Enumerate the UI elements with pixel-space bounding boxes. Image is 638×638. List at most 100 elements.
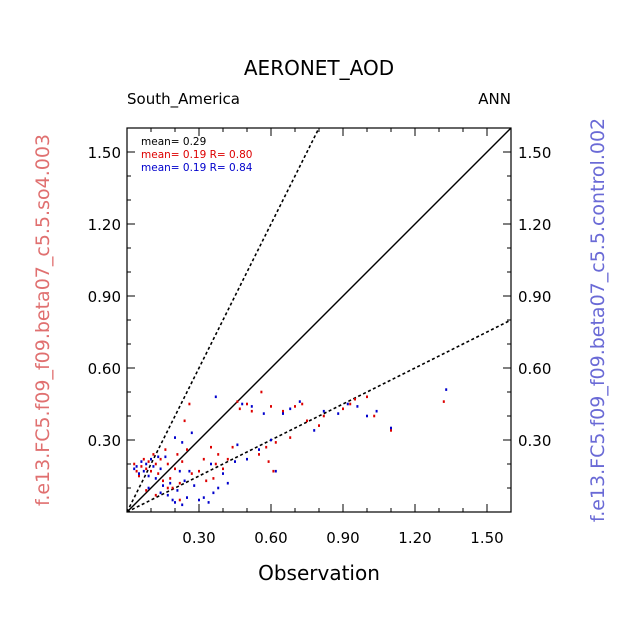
- data-point: [274, 441, 277, 444]
- data-point: [164, 455, 167, 459]
- data-point: [212, 477, 215, 480]
- data-point: [217, 486, 220, 490]
- reference-line-slope-0.5: [127, 319, 511, 512]
- data-point: [193, 484, 196, 487]
- data-point: [152, 453, 155, 456]
- data-point: [174, 501, 176, 504]
- y-tick-label-left: 1.50: [88, 144, 121, 162]
- data-point: [373, 414, 376, 418]
- data-point: [246, 457, 248, 461]
- data-point: [145, 489, 148, 492]
- data-point: [375, 409, 378, 413]
- x-tick-label: 1.50: [470, 529, 503, 547]
- data-point: [133, 467, 136, 471]
- data-point: [157, 455, 160, 459]
- data-point: [198, 469, 200, 473]
- chart-title: AERONET_AOD: [244, 56, 394, 80]
- data-point: [154, 493, 157, 497]
- data-point: [166, 493, 169, 497]
- data-point: [159, 457, 162, 461]
- data-point: [342, 407, 344, 411]
- data-point: [178, 469, 181, 473]
- data-point: [157, 472, 160, 475]
- data-point: [390, 429, 392, 432]
- data-point: [390, 426, 392, 430]
- data-point: [162, 479, 164, 483]
- data-point: [171, 498, 174, 502]
- data-point: [210, 445, 212, 449]
- x-tick-label: 0.30: [182, 529, 215, 547]
- data-point: [226, 481, 229, 485]
- data-point: [226, 457, 229, 461]
- data-point: [162, 484, 164, 487]
- data-point: [147, 460, 150, 463]
- season-subtitle: ANN: [478, 90, 511, 108]
- data-point: [337, 412, 340, 415]
- data-point: [164, 448, 167, 451]
- data-point: [270, 405, 272, 408]
- data-point: [178, 498, 181, 502]
- data-point: [183, 419, 186, 423]
- data-point: [241, 402, 244, 406]
- data-point: [166, 486, 169, 490]
- data-point: [190, 431, 193, 435]
- data-point: [202, 496, 205, 499]
- data-point: [246, 402, 248, 406]
- data-point: [445, 388, 448, 391]
- data-point: [258, 453, 260, 456]
- data-point: [186, 496, 188, 499]
- y-tick-label-right: 1.50: [518, 144, 551, 162]
- data-point: [202, 457, 205, 461]
- data-point: [238, 407, 241, 411]
- data-point: [442, 400, 445, 403]
- data-point: [150, 469, 152, 473]
- data-point: [152, 465, 155, 468]
- data-point: [138, 474, 140, 478]
- data-point: [346, 402, 349, 406]
- data-point: [306, 419, 308, 423]
- data-point: [207, 501, 210, 504]
- data-point: [186, 448, 188, 451]
- data-point: [214, 395, 217, 399]
- right-y-axis-label: f.e13.FC5.f09_f09.beta07_c5.5.control.00…: [587, 118, 609, 522]
- data-point: [150, 457, 152, 461]
- data-point: [258, 448, 260, 451]
- data-point: [178, 481, 181, 485]
- data-point: [147, 486, 150, 490]
- reference-line-slope-2: [127, 128, 320, 512]
- data-point: [210, 462, 212, 466]
- data-point: [176, 489, 179, 492]
- data-point: [250, 409, 253, 413]
- data-point: [313, 429, 316, 432]
- data-point: [181, 460, 184, 463]
- data-point: [171, 486, 174, 490]
- data-point: [176, 453, 179, 456]
- data-point: [138, 472, 140, 475]
- y-tick-label-left: 0.60: [88, 360, 121, 378]
- data-point: [262, 412, 265, 415]
- x-tick-label: 1.20: [398, 529, 431, 547]
- data-point: [289, 436, 292, 439]
- data-point: [265, 445, 268, 449]
- reference-line-one-to-one: [127, 128, 511, 512]
- data-point: [174, 467, 176, 471]
- data-point: [159, 491, 162, 495]
- y-tick-label-right: 0.90: [518, 288, 551, 306]
- data-point: [260, 390, 263, 394]
- data-point: [294, 405, 296, 408]
- data-point: [236, 400, 239, 403]
- data-point: [354, 397, 356, 401]
- data-point: [366, 395, 368, 399]
- stats-line: mean= 0.19 R= 0.84: [141, 162, 253, 174]
- data-point: [298, 400, 301, 403]
- data-point: [231, 445, 234, 449]
- data-point: [272, 469, 275, 473]
- data-point: [190, 472, 193, 475]
- data-point: [142, 457, 145, 461]
- x-tick-label: 0.60: [254, 529, 287, 547]
- data-point: [169, 477, 172, 480]
- y-tick-label-right: 0.30: [518, 432, 551, 450]
- data-point: [140, 460, 143, 463]
- y-tick-label-right: 0.60: [518, 360, 551, 378]
